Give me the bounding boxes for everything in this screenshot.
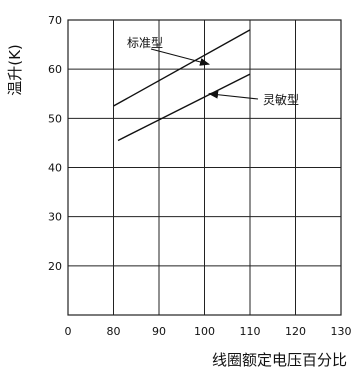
series-lines: [113, 29, 251, 142]
annotation-label: 灵敏型: [263, 92, 299, 107]
x-tick-label: 80: [107, 325, 121, 338]
y-tick-label: 50: [48, 112, 62, 125]
x-tick-label: 0: [65, 325, 72, 338]
annotation-arrow: [150, 48, 211, 66]
y-tick-label: 70: [48, 14, 62, 27]
y-tick-label: 60: [48, 63, 62, 76]
tick-labels: 0 80 90 100 110 120 130 20 30 40 50 60 70: [48, 14, 352, 338]
x-tick-label: 120: [285, 325, 306, 338]
x-tick-label: 100: [194, 325, 215, 338]
series-line-1: [117, 73, 251, 142]
y-tick-label: 30: [48, 211, 62, 224]
annotation-label: 标准型: [127, 36, 163, 50]
y-tick-label: 20: [48, 260, 62, 273]
y-tick-label: 40: [48, 162, 62, 175]
grid-lines: [68, 20, 341, 315]
x-tick-label: 90: [152, 325, 166, 338]
x-axis-title: 线圈额定电压百分比: [212, 351, 347, 369]
x-tick-label: 110: [240, 325, 261, 338]
annotation-arrow: [208, 90, 259, 100]
y-axis-title: 温升(K): [6, 44, 24, 96]
series-line-0: [113, 29, 251, 107]
x-tick-label: 130: [331, 325, 352, 338]
